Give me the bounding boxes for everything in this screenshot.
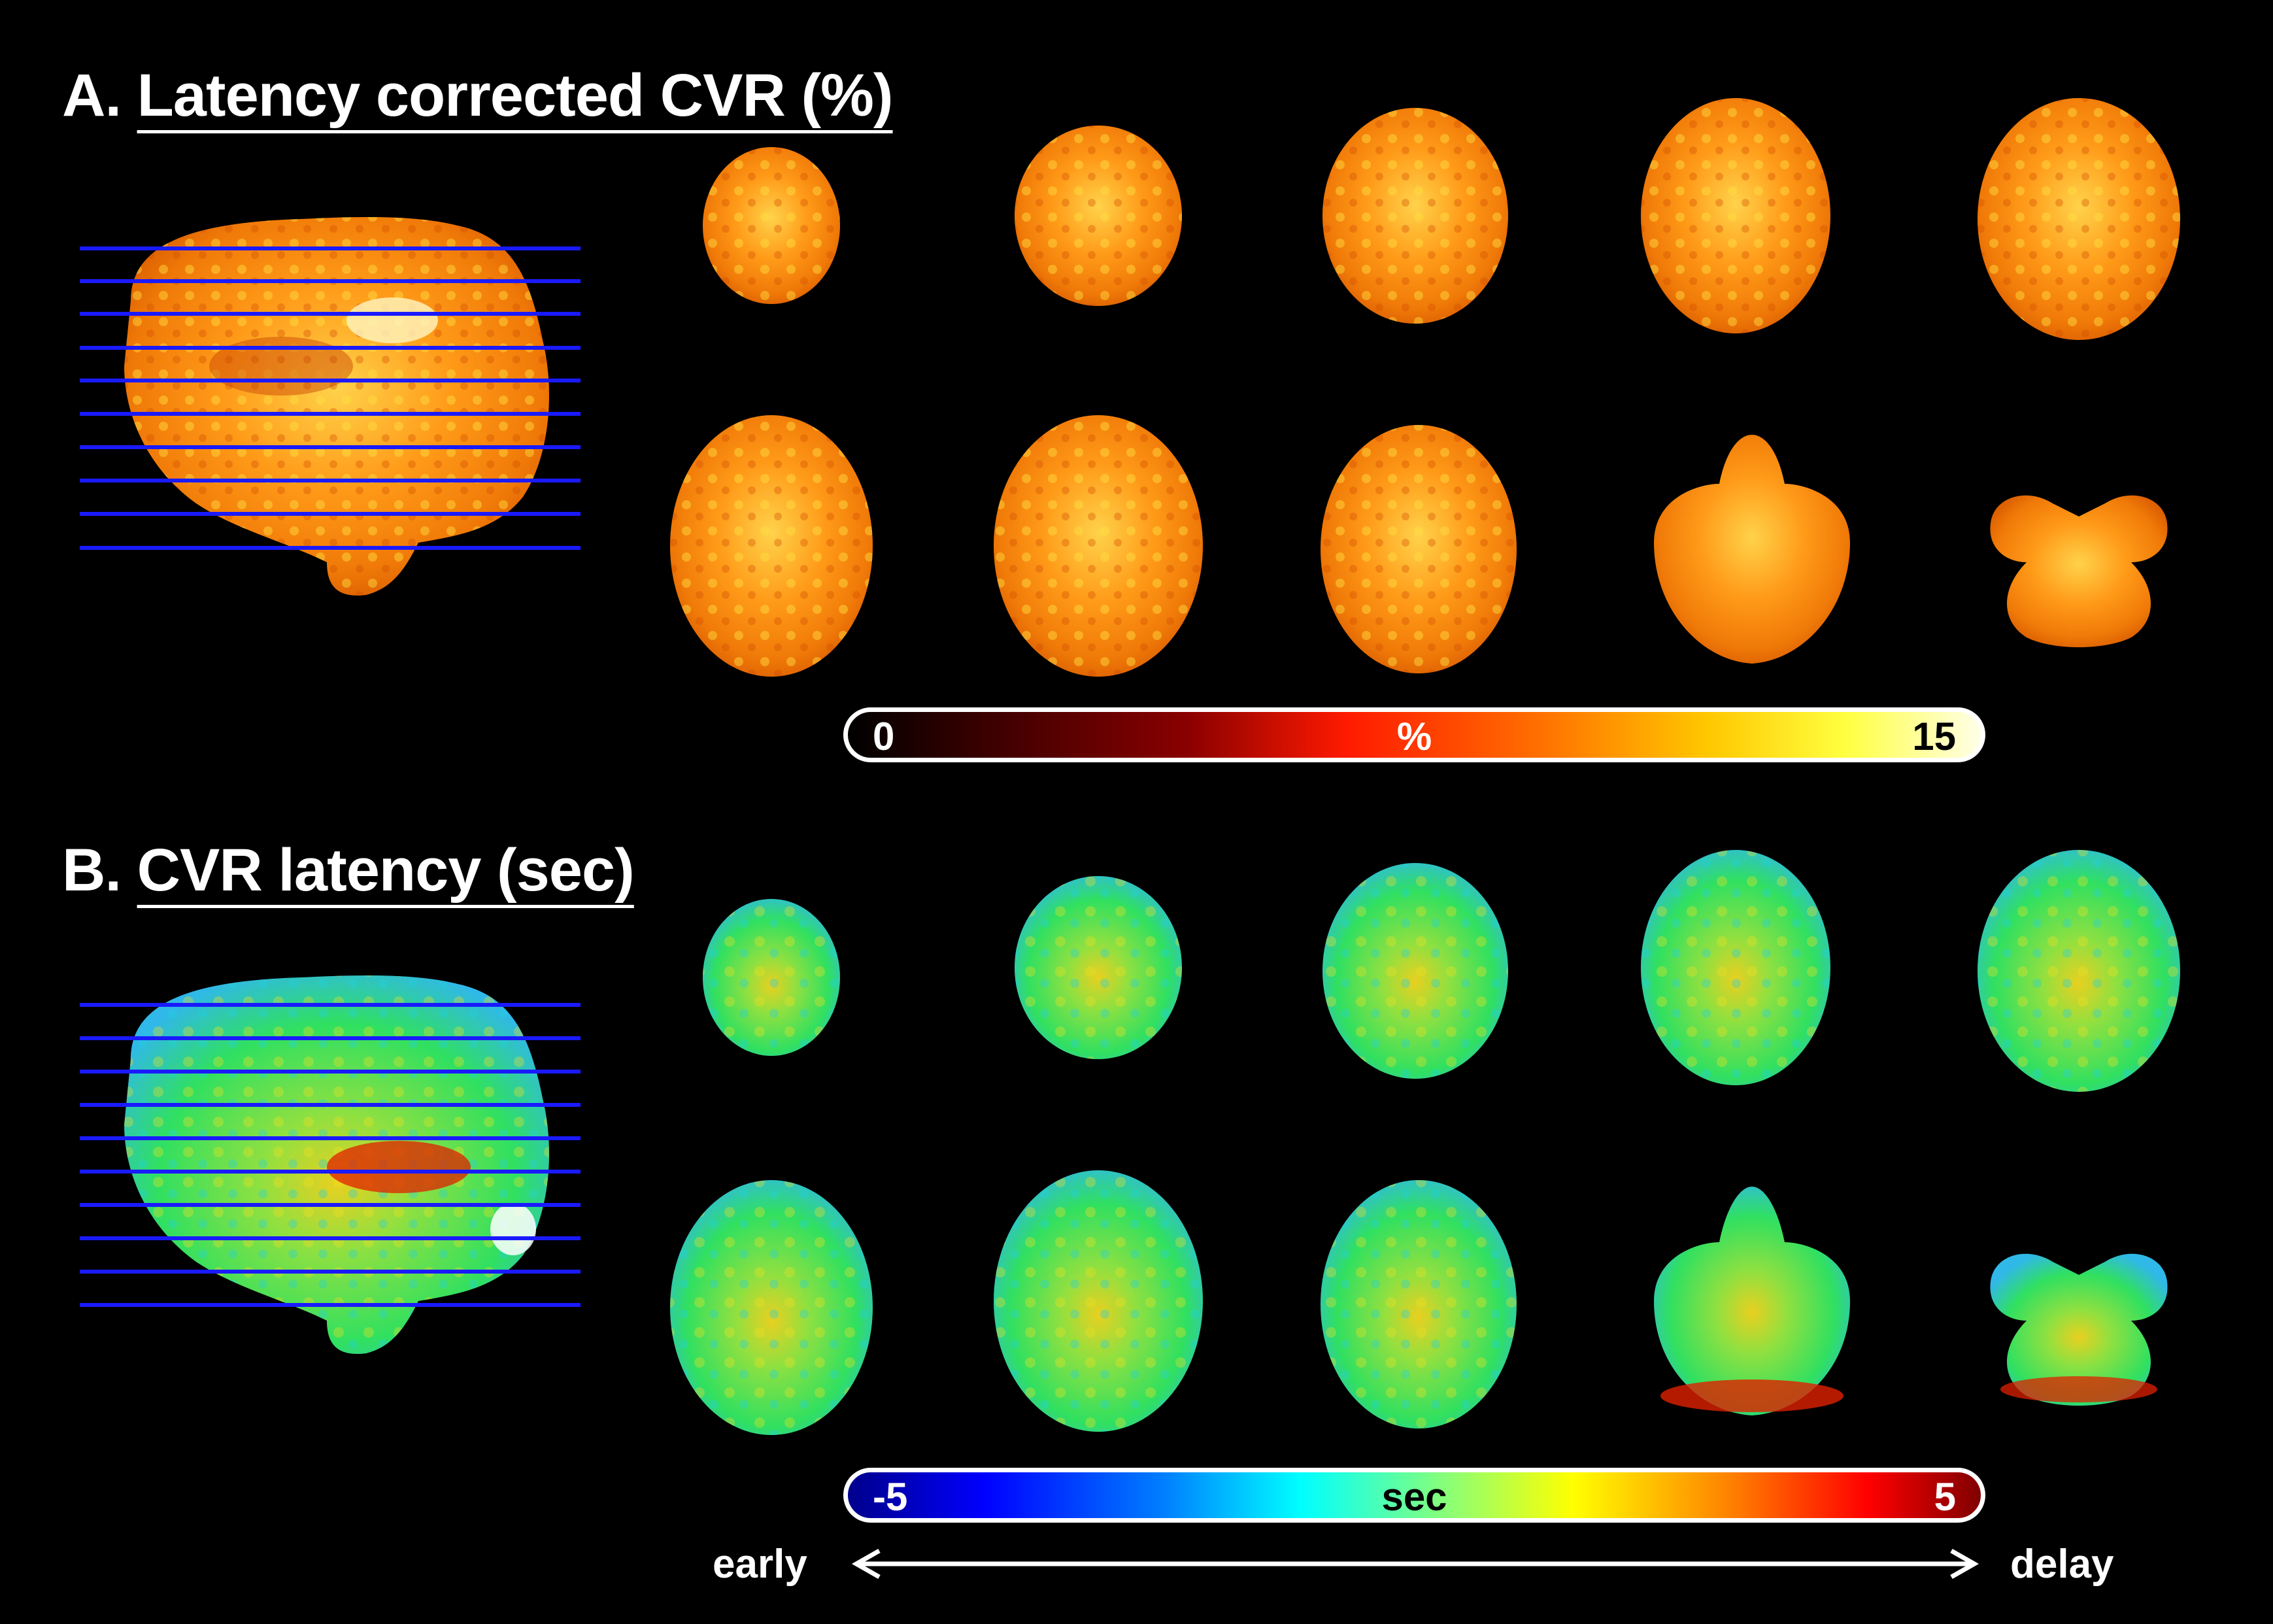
axial-slice: [1990, 495, 2168, 647]
delay-label: delay: [2010, 1542, 2114, 1587]
panel-a-letter: A.: [62, 62, 122, 129]
panel-b-letter: B.: [62, 837, 122, 904]
colorbar-unit-label: %: [1396, 715, 1432, 758]
colorbar-min-label: 0: [873, 715, 895, 758]
latency-colorbar: -5 sec 5: [843, 1468, 1985, 1523]
axial-slice: [1654, 435, 1850, 664]
panel-b-sagittal: [124, 975, 549, 1354]
colorbar-max-label: 15: [1912, 715, 1956, 758]
panel-b-axial-slices: [670, 850, 2180, 1435]
panel-a-axial-slices: [670, 98, 2180, 677]
panel-b-title: B. CVR latency (sec): [62, 840, 635, 900]
axial-slice: [1990, 1253, 2168, 1406]
panel-a-heading: Latency corrected CVR (%): [137, 62, 894, 129]
colorbar-min-label: -5: [873, 1475, 908, 1519]
axial-slice: [1654, 1187, 1850, 1415]
early-delay-arrow: [851, 1548, 1979, 1580]
early-label: early: [713, 1542, 807, 1587]
colorbar-max-label: 5: [1934, 1475, 1956, 1519]
colorbar-unit-label: sec: [1381, 1475, 1447, 1519]
panel-a-title: A. Latency corrected CVR (%): [62, 62, 894, 129]
cvr-colorbar: 0 % 15: [843, 707, 1985, 762]
panel-a-sagittal: [124, 217, 549, 596]
panel-b-slice-lines: [80, 1003, 581, 1307]
panel-b-heading: CVR latency (sec): [137, 837, 635, 904]
panel-a-slice-lines: [80, 246, 581, 550]
